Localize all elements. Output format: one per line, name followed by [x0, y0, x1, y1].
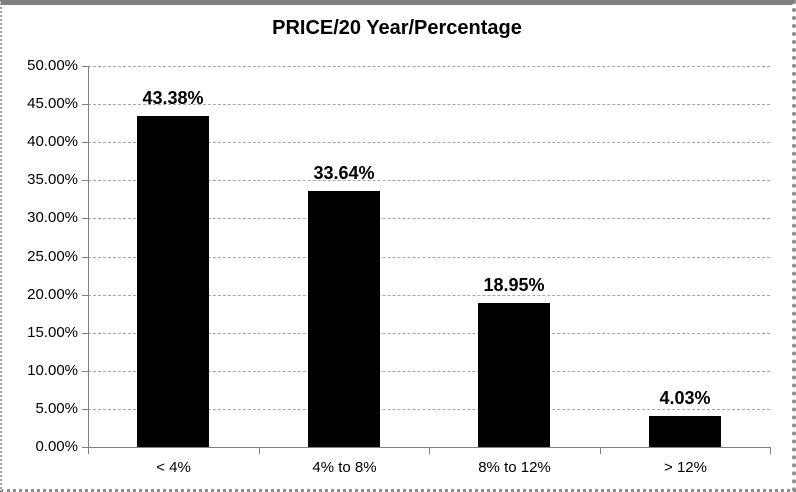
bar-data-label: 43.38%: [142, 88, 204, 108]
y-axis-tick-label: 0.00%: [35, 438, 78, 455]
y-axis-tick-label: 20.00%: [27, 286, 78, 303]
x-axis-tick: [88, 448, 89, 454]
bar-data-label: 4.03%: [659, 388, 711, 408]
y-axis-tick: [82, 180, 88, 181]
gridline: [88, 180, 770, 181]
y-axis-tick: [82, 66, 88, 67]
gridline: [88, 142, 770, 143]
gridline: [88, 371, 770, 372]
gridline: [88, 333, 770, 334]
y-axis-tick: [82, 257, 88, 258]
x-axis-category-label: < 4%: [156, 459, 191, 476]
y-axis-tick: [82, 333, 88, 334]
gridline: [88, 295, 770, 296]
x-axis-tick: [600, 448, 601, 454]
y-axis-tick: [82, 295, 88, 296]
y-axis-tick: [82, 142, 88, 143]
x-axis-category-label: 4% to 8%: [312, 459, 377, 476]
bar-data-label: 18.95%: [483, 275, 545, 295]
y-axis-tick: [82, 409, 88, 410]
y-axis-tick-label: 10.00%: [27, 362, 78, 379]
gridline: [88, 218, 770, 219]
y-axis-tick-label: 45.00%: [27, 95, 78, 112]
y-axis-tick-label: 50.00%: [27, 57, 78, 74]
y-axis-tick-label: 35.00%: [27, 171, 78, 188]
bar-data-label: 33.64%: [313, 163, 375, 183]
x-axis-tick: [429, 448, 430, 454]
y-axis-tick-label: 15.00%: [27, 324, 78, 341]
x-axis-category-label: > 12%: [664, 459, 707, 476]
x-axis-line: [88, 447, 771, 448]
chart-title: PRICE/20 Year/Percentage: [272, 17, 522, 39]
y-axis-tick-label: 25.00%: [27, 248, 78, 265]
x-axis-category-label: 8% to 12%: [478, 459, 551, 476]
bar[interactable]: [649, 416, 721, 447]
y-axis-tick: [82, 218, 88, 219]
y-axis-tick: [82, 447, 88, 448]
x-axis-tick: [259, 448, 260, 454]
bar[interactable]: [308, 191, 380, 447]
gridline: [88, 104, 770, 105]
y-axis-tick: [82, 104, 88, 105]
x-axis-tick: [770, 448, 771, 454]
y-axis-tick-label: 30.00%: [27, 209, 78, 226]
bar[interactable]: [478, 303, 550, 447]
y-axis-line: [88, 66, 89, 448]
y-axis-tick: [82, 371, 88, 372]
bar[interactable]: [137, 116, 209, 447]
gridline: [88, 409, 770, 410]
gridline: [88, 257, 770, 258]
y-axis-tick-label: 40.00%: [27, 133, 78, 150]
y-axis-tick-label: 5.00%: [35, 400, 78, 417]
gridline: [88, 66, 770, 67]
